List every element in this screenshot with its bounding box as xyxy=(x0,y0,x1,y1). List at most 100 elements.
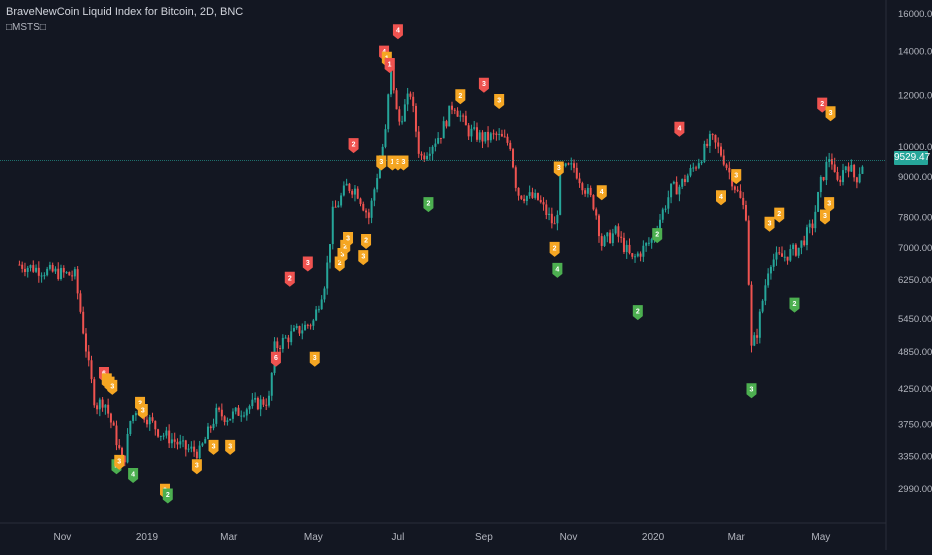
candle-body xyxy=(340,195,343,206)
candle-body xyxy=(489,133,492,141)
candle-body xyxy=(600,236,603,246)
candle-body xyxy=(365,210,368,213)
candle-body xyxy=(503,136,506,138)
candle-body xyxy=(847,166,850,172)
candle-body xyxy=(423,155,426,160)
candle-body xyxy=(683,179,686,183)
candle-body xyxy=(215,407,218,424)
candle-body xyxy=(295,326,298,329)
signal-label: 4 xyxy=(677,125,681,132)
signal-label: 2 xyxy=(138,400,142,407)
signal-marker xyxy=(494,94,505,110)
candle-body xyxy=(176,441,179,445)
candle-body xyxy=(351,190,354,195)
candle-body xyxy=(79,293,82,312)
signal-label: 2 xyxy=(364,237,368,244)
signal-label: 2 xyxy=(636,309,640,316)
candle-body xyxy=(803,240,806,246)
signal-label: 3 xyxy=(497,98,501,105)
candle-body xyxy=(165,430,168,436)
signal-marker xyxy=(652,228,663,244)
signal-label: 6 xyxy=(274,355,278,362)
candle-body xyxy=(68,272,71,276)
candle-body xyxy=(531,192,534,198)
candle-body xyxy=(159,435,162,437)
candle-body xyxy=(464,115,467,126)
candle-body xyxy=(362,203,365,211)
candle-body xyxy=(403,104,406,122)
candle-body xyxy=(758,311,761,338)
candle-body xyxy=(456,110,459,117)
candle-body xyxy=(708,134,711,146)
candle-body xyxy=(60,268,63,280)
candle-body xyxy=(620,236,623,238)
candle-body xyxy=(342,185,345,196)
candle-body xyxy=(121,447,124,456)
candle-body xyxy=(781,253,784,257)
candle-body xyxy=(201,443,204,446)
candle-body xyxy=(647,242,650,244)
candle-body xyxy=(212,423,215,429)
candle-body xyxy=(725,164,728,168)
candle-body xyxy=(814,211,817,229)
candle-body xyxy=(714,134,717,143)
candle-body xyxy=(420,153,423,156)
candle-body xyxy=(284,337,287,339)
y-tick-label: 16000.00 xyxy=(898,9,932,20)
candle-body xyxy=(470,128,473,137)
candle-body xyxy=(467,125,470,137)
candle-body xyxy=(451,105,454,110)
signal-marker xyxy=(674,121,685,137)
signal-marker xyxy=(208,439,219,455)
candle-body xyxy=(29,265,32,268)
candle-body xyxy=(459,115,462,117)
candle-body xyxy=(775,252,778,260)
candle-body xyxy=(658,219,661,232)
candle-body xyxy=(567,163,570,165)
signal-marker xyxy=(270,351,281,367)
candle-body xyxy=(206,426,209,440)
candle-body xyxy=(406,93,409,105)
candle-body xyxy=(187,448,190,450)
candle-body xyxy=(772,259,775,267)
x-tick-label: May xyxy=(811,532,830,543)
signal-marker xyxy=(358,250,369,266)
candle-body xyxy=(126,433,129,463)
signal-label: 3 xyxy=(228,443,232,450)
signal-marker xyxy=(128,468,139,484)
candle-body xyxy=(378,161,381,179)
candle-body xyxy=(248,406,251,410)
candle-body xyxy=(345,183,348,186)
candle-body xyxy=(298,326,301,334)
signal-marker xyxy=(549,241,560,257)
candle-body xyxy=(733,186,736,190)
signal-marker xyxy=(114,454,125,470)
candle-body xyxy=(243,415,246,417)
x-tick-label: Nov xyxy=(53,532,71,543)
candle-body xyxy=(93,379,96,406)
signal-label: 2 xyxy=(820,101,824,108)
candle-body xyxy=(592,195,595,210)
candle-body xyxy=(290,331,293,343)
signal-marker xyxy=(309,351,320,367)
candle-body xyxy=(326,262,329,289)
signal-label: 4 xyxy=(396,28,400,35)
signal-label: 2 xyxy=(655,232,659,239)
candle-body xyxy=(229,418,232,421)
signal-label: 3 xyxy=(402,159,406,166)
candle-body xyxy=(736,189,739,191)
signal-label: 3 xyxy=(212,443,216,450)
candle-body xyxy=(71,275,74,277)
candle-body xyxy=(858,173,861,183)
candle-body xyxy=(797,247,800,256)
candle-body xyxy=(281,337,284,349)
candle-body xyxy=(520,195,523,199)
candle-body xyxy=(855,177,858,183)
indicator-label[interactable]: □MSTS□ xyxy=(6,22,46,33)
candle-body xyxy=(822,177,825,181)
candle-body xyxy=(839,179,842,183)
candle-body xyxy=(218,407,221,410)
candle-body xyxy=(376,178,379,190)
